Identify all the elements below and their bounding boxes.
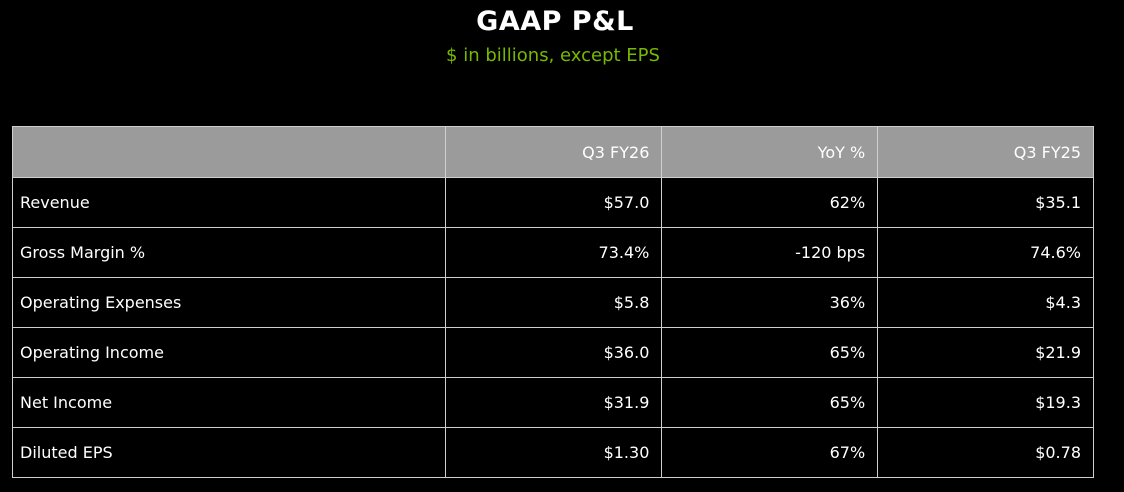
row-label: Operating Expenses: [12, 277, 446, 328]
table-cell: 73.4%: [444, 227, 663, 278]
page-subtitle: $ in billions, except EPS: [446, 45, 660, 66]
table-cell: 65%: [661, 327, 879, 378]
table-cell: 65%: [661, 377, 879, 428]
table-row: Operating Income $36.0 65% $21.9: [12, 327, 1094, 378]
table-cell: $35.1: [877, 177, 1094, 228]
table-row: Diluted EPS $1.30 67% $0.78: [12, 427, 1094, 478]
table-row: Net Income $31.9 65% $19.3: [12, 377, 1094, 428]
row-label: Revenue: [12, 177, 446, 228]
row-label: Gross Margin %: [12, 227, 446, 278]
column-header: Q3 FY26: [444, 126, 663, 178]
pnl-table: Q3 FY26 YoY % Q3 FY25 Revenue $57.0 62% $35…: [12, 126, 1094, 478]
table-cell: $1.30: [444, 427, 663, 478]
table-cell: 36%: [661, 277, 879, 328]
table-row: Operating Expenses $5.8 36% $4.3: [12, 277, 1094, 328]
table-cell: $0.78: [877, 427, 1094, 478]
table-cell: $5.8: [444, 277, 663, 328]
table-cell: -120 bps: [661, 227, 879, 278]
table-row: Revenue $57.0 62% $35.1: [12, 177, 1094, 228]
column-header: [12, 126, 446, 178]
table-row: Gross Margin % 73.4% -120 bps 74.6%: [12, 227, 1094, 278]
table-header-row: Q3 FY26 YoY % Q3 FY25: [12, 126, 1094, 178]
table-cell: $21.9: [877, 327, 1094, 378]
row-label: Diluted EPS: [12, 427, 446, 478]
column-header: Q3 FY25: [877, 126, 1094, 178]
page-title: GAAP P&L: [476, 6, 634, 37]
table-cell: 62%: [661, 177, 879, 228]
row-label: Operating Income: [12, 327, 446, 378]
table-cell: $36.0: [444, 327, 663, 378]
table-cell: 67%: [661, 427, 879, 478]
table-cell: $19.3: [877, 377, 1094, 428]
table-cell: 74.6%: [877, 227, 1094, 278]
column-header: YoY %: [661, 126, 879, 178]
table-cell: $31.9: [444, 377, 663, 428]
table-cell: $57.0: [444, 177, 663, 228]
row-label: Net Income: [12, 377, 446, 428]
table-cell: $4.3: [877, 277, 1094, 328]
